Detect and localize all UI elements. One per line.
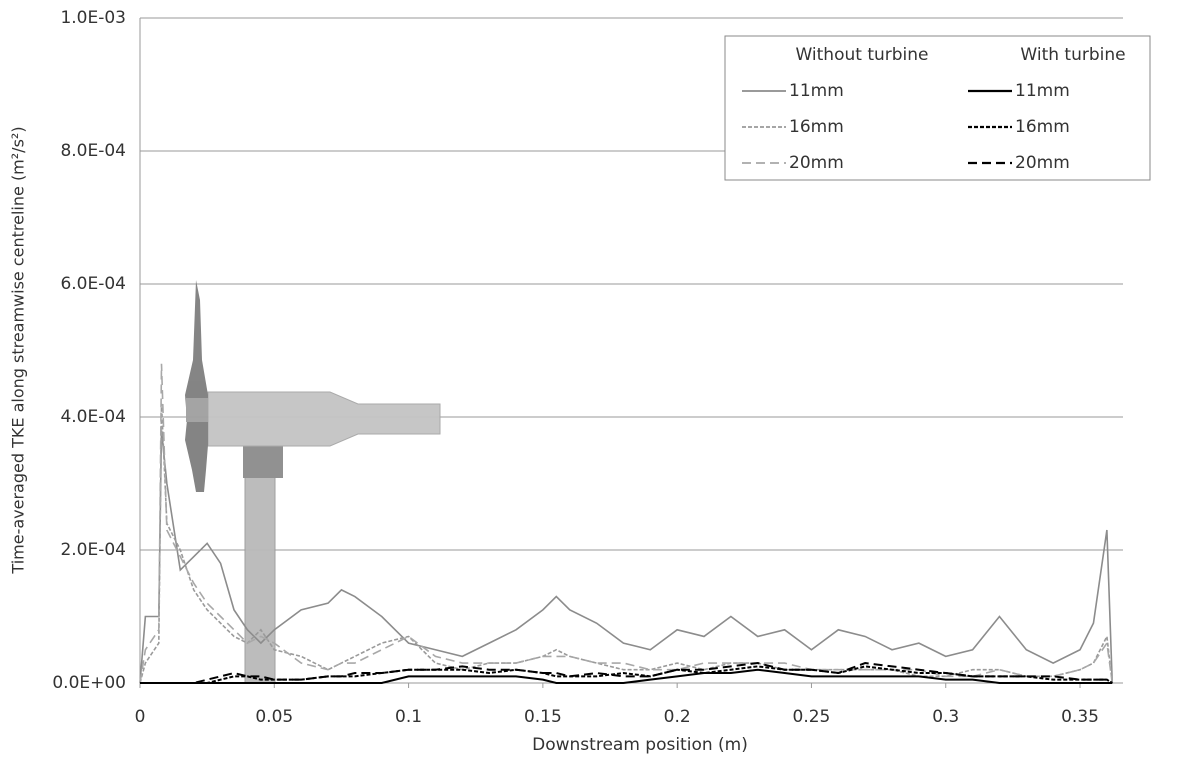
legend-label: 11mm (789, 81, 844, 101)
legend: 11mm 16mm 20mm 11mm 16mm 20mm (742, 81, 1070, 173)
turbine-hub (186, 398, 208, 422)
x-tick-label: 0.3 (932, 707, 959, 727)
turbine-nacelle (207, 391, 441, 447)
grid-layer: 0.0E+00 2.0E-04 4.0E-04 6.0E-04 8.0E-04 1.0E-… (52, 8, 1123, 727)
y-tick-label: 0.0E+00 (52, 673, 126, 693)
legend-label: 16mm (789, 117, 844, 137)
y-axis-label: Time-averaged TKE along streamwise centr… (9, 126, 28, 574)
turbine-blades (185, 280, 208, 492)
x-tick-label: 0.2 (664, 707, 691, 727)
lines-layer (139, 363, 1114, 684)
y-tick-label: 6.0E-04 (60, 274, 126, 294)
legend-title: Without turbine (795, 45, 928, 65)
legend-label: 16mm (1015, 117, 1070, 137)
x-tick-label: 0.1 (395, 707, 422, 727)
y-tick-label: 2.0E-04 (60, 540, 126, 560)
x-axis-label: Downstream position (m) (532, 735, 748, 755)
legend-label: 11mm (1015, 81, 1070, 101)
legend-box (724, 35, 1151, 181)
y-tick-label: 4.0E-04 (60, 407, 126, 427)
x-tick-label: 0.35 (1061, 707, 1099, 727)
legend-label: 20mm (1015, 153, 1070, 173)
y-tick-label: 8.0E-04 (60, 141, 126, 161)
series-line (139, 403, 1114, 684)
x-tick-label: 0 (135, 707, 146, 727)
legend-title: With turbine (1020, 45, 1125, 65)
x-tick-label: 0.15 (524, 707, 562, 727)
y-tick-label: 1.0E-03 (60, 8, 126, 28)
turbine-illustration (185, 280, 441, 684)
x-tick-label: 0.05 (255, 707, 293, 727)
series-line (140, 668, 1113, 684)
series-line (139, 430, 1114, 684)
legend-label: 20mm (789, 153, 844, 173)
series-line (140, 662, 1113, 684)
x-tick-label: 0.25 (793, 707, 831, 727)
series-line (139, 363, 1114, 684)
